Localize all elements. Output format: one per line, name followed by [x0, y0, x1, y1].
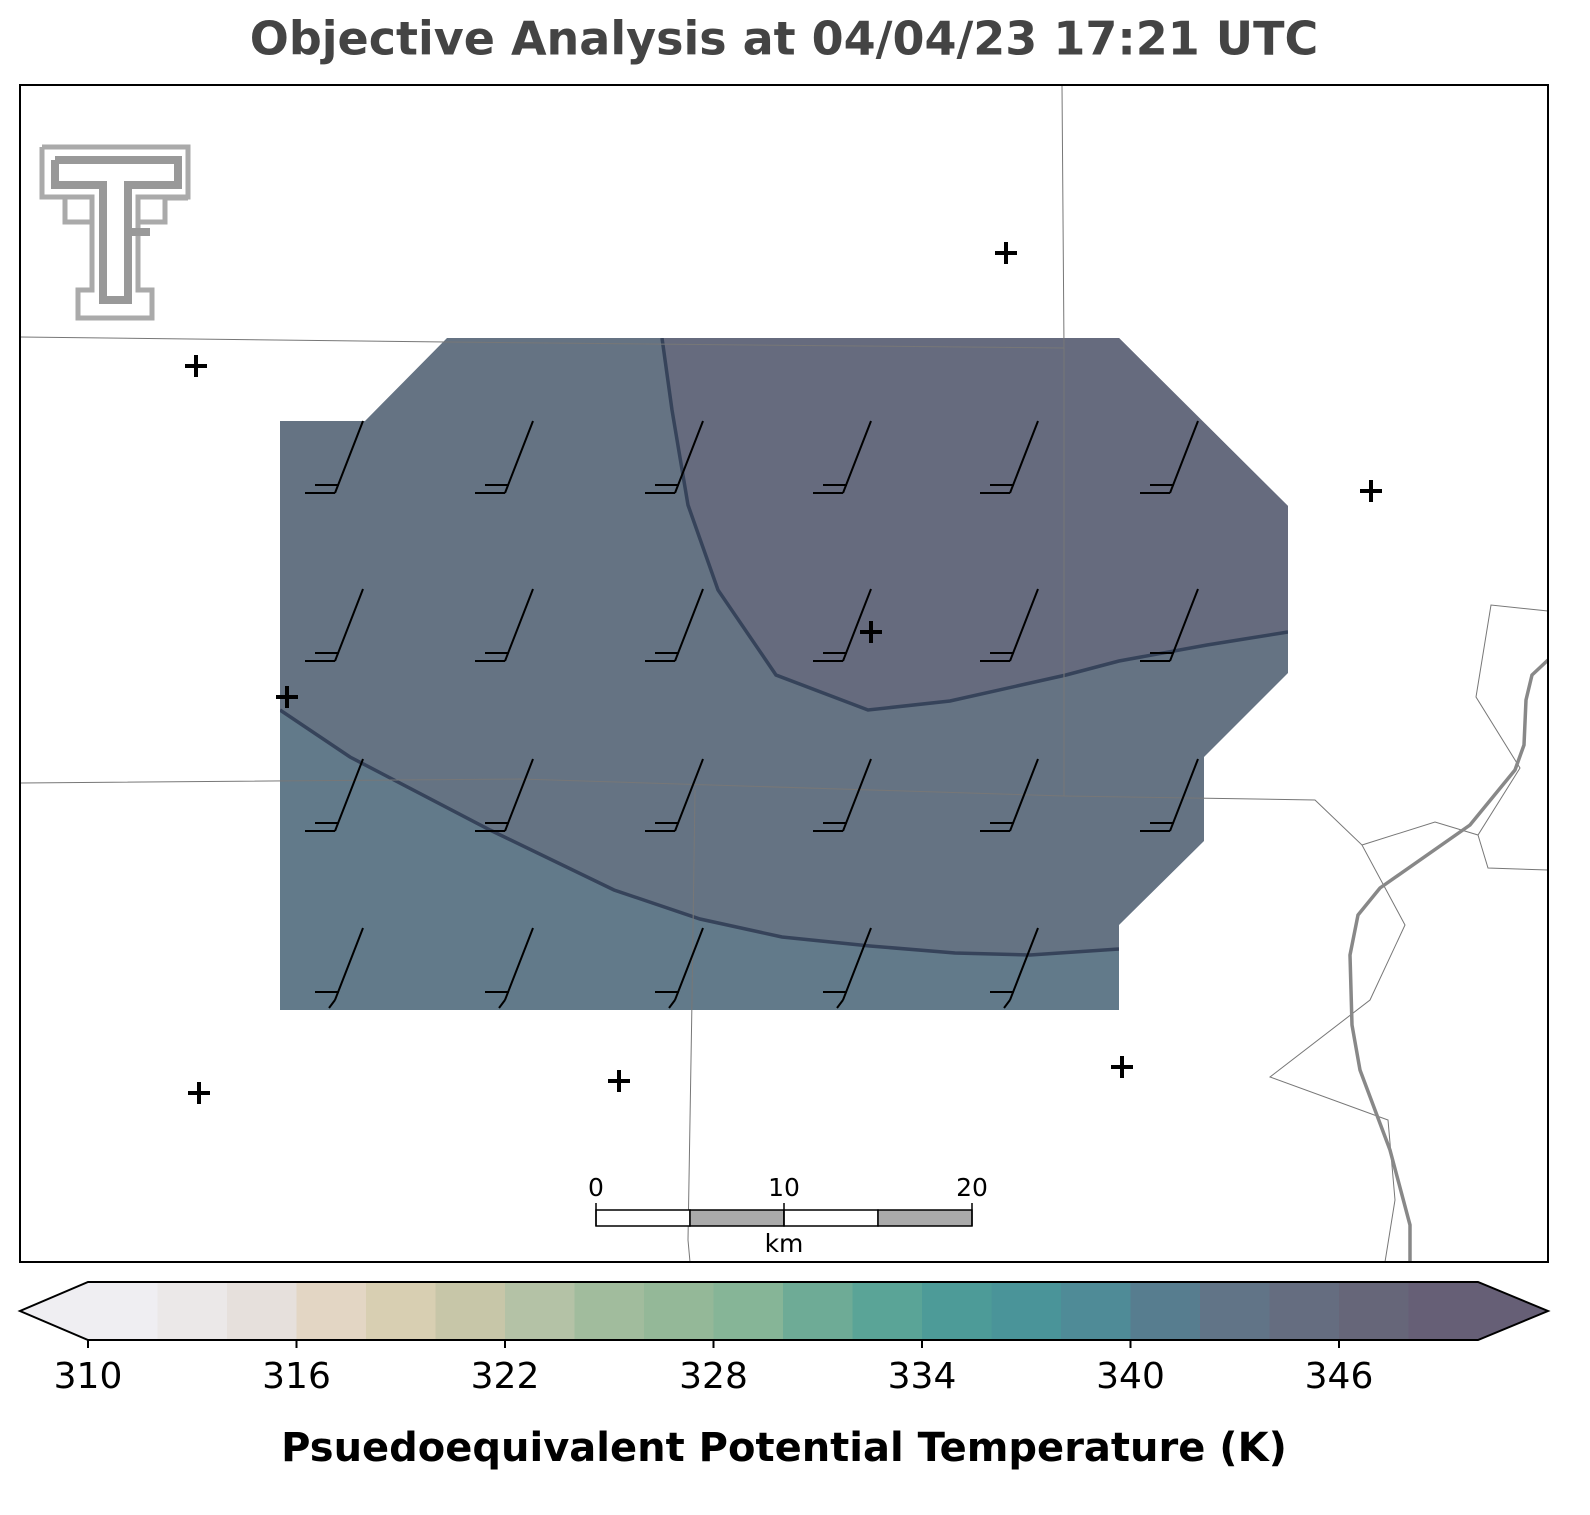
colorbar-bin: [922, 1282, 992, 1340]
colorbar-bin: [644, 1282, 714, 1340]
wind-barb: [475, 758, 534, 832]
colorbar-bin: [852, 1282, 923, 1340]
wind-barb: [475, 420, 534, 494]
logo-inner: [51, 156, 182, 304]
colorbar-bin: [296, 1282, 367, 1340]
station-marker: [276, 686, 298, 708]
colorbar-bin: [1130, 1282, 1201, 1340]
wind-barb: [990, 927, 1039, 1009]
wind-barb: [980, 758, 1039, 832]
colorbar-bin: [1339, 1282, 1409, 1340]
scale-bar: km 0 10 20: [588, 1173, 988, 1258]
wind-barb: [645, 758, 704, 832]
station-marker: [608, 1070, 630, 1092]
river: [1348, 658, 1550, 1262]
county-line: [687, 789, 696, 1263]
colorbar-bin: [157, 1282, 228, 1340]
station-marker: [188, 1082, 210, 1104]
colorbar-bin: [227, 1282, 297, 1340]
colorbar-bin: [783, 1282, 853, 1340]
wind-barb: [813, 420, 872, 494]
wind-barb: [645, 420, 704, 494]
wind-barb: [813, 758, 872, 832]
logo: [39, 144, 191, 321]
colorbar-label: Psuedoequivalent Potential Temperature (…: [281, 1425, 1287, 1471]
scale-segment: [783, 1209, 879, 1227]
wind-barb: [315, 927, 364, 1009]
colorbar-extend-high: [1478, 1282, 1548, 1340]
field-low: [280, 710, 1119, 1010]
scale-segment: [877, 1209, 973, 1227]
colorbar-bin: [574, 1282, 645, 1340]
colorbar-tick-label: 310: [54, 1356, 123, 1397]
wind-barb: [305, 758, 364, 832]
wind-barb: [475, 588, 534, 662]
scale-segment: [595, 1209, 691, 1227]
station-marker: [995, 242, 1017, 264]
colorbar-bin: [991, 1282, 1062, 1340]
contour: [280, 708, 1120, 957]
wind-barb: [813, 588, 872, 662]
wind-barb: [655, 927, 704, 1009]
wind-barb: [980, 420, 1039, 494]
station-marker: [1111, 1056, 1133, 1078]
station-marker: [860, 621, 882, 643]
county-line: [1361, 604, 1549, 846]
colorbar-outline: [17, 1281, 1551, 1341]
station-marker: [185, 355, 207, 377]
colorbar-tick-label: 316: [262, 1356, 331, 1397]
wind-barb: [1140, 420, 1199, 494]
colorbar-tick-label: 322: [471, 1356, 540, 1397]
colorbar-bin: [1269, 1282, 1340, 1340]
county-line: [1061, 84, 1065, 796]
map-frame: [19, 84, 1549, 1263]
wind-barbs: [305, 420, 1199, 1009]
wind-barb: [980, 588, 1039, 662]
logo-outline: [39, 144, 191, 321]
county-line: [19, 336, 1065, 349]
colorbar-bin: [505, 1282, 575, 1340]
colorbar: Psuedoequivalent Potential Temperature (…: [17, 1281, 1551, 1471]
wind-barb: [823, 927, 872, 1009]
scale-label: 10: [768, 1173, 800, 1202]
colorbar-bin: [713, 1282, 784, 1340]
county-line: [1477, 834, 1549, 871]
colorbar-bin: [435, 1282, 506, 1340]
wind-barb: [305, 588, 364, 662]
scale-unit: km: [765, 1229, 804, 1258]
colorbar-bin: [1200, 1282, 1270, 1340]
colorbar-bin: [88, 1282, 158, 1340]
colorbar-bin: [366, 1282, 436, 1340]
colorbar-tick-label: 328: [679, 1356, 748, 1397]
scale-label: 20: [956, 1173, 988, 1202]
scale-label: 0: [588, 1173, 604, 1202]
wind-barb: [1140, 758, 1199, 832]
colorbar-bin: [1408, 1282, 1479, 1340]
station-marker: [1360, 480, 1382, 502]
scale-segment: [689, 1209, 785, 1227]
wind-barb: [305, 420, 364, 494]
shaded-field: [280, 338, 1288, 1010]
stations: [185, 242, 1382, 1104]
colorbar-tick-label: 340: [1096, 1356, 1165, 1397]
wind-barb: [1140, 588, 1199, 662]
wind-barb: [485, 927, 534, 1009]
wind-barb: [645, 588, 704, 662]
colorbar-tick-label: 346: [1305, 1356, 1374, 1397]
colorbar-bin: [1061, 1282, 1131, 1340]
title: Objective Analysis at 04/04/23 17:21 UTC: [250, 12, 1319, 66]
map-area: km 0 10 20: [19, 84, 1550, 1263]
colorbar-tick-label: 334: [888, 1356, 957, 1397]
colorbar-extend-low: [20, 1282, 88, 1340]
